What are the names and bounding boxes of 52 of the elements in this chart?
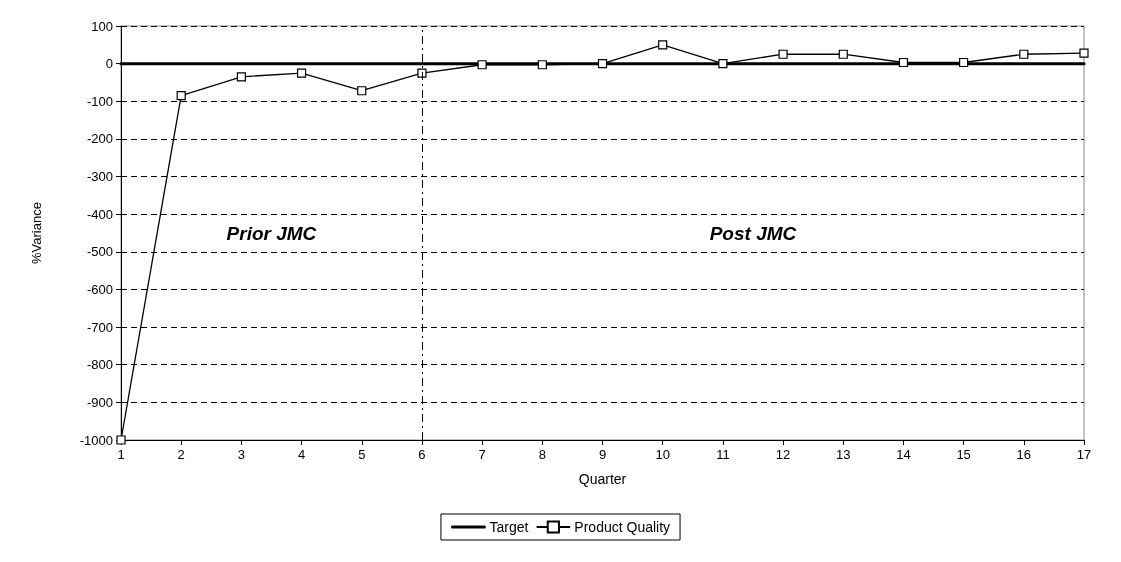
point xyxy=(236,72,246,82)
y-tick-label: -200 xyxy=(86,131,113,147)
x-tick-label: 16 xyxy=(1016,447,1032,462)
y-tick-label: 100 xyxy=(91,18,113,34)
point xyxy=(116,435,126,445)
y-tick-label: -500 xyxy=(86,244,113,260)
y-tick-label: -800 xyxy=(86,357,113,373)
legend-label: Product Quality xyxy=(574,519,671,535)
x-tick-label: 9 xyxy=(598,447,607,462)
annotation: Prior JMC xyxy=(226,222,317,244)
point xyxy=(1079,48,1089,58)
x-tick-label: 14 xyxy=(896,447,911,462)
y-axis-title: %Variance xyxy=(29,202,44,264)
x-tick-label: 4 xyxy=(297,447,306,462)
point xyxy=(838,49,848,59)
x-tick-label: 5 xyxy=(358,447,366,462)
y-tick-label: -900 xyxy=(86,394,113,410)
point xyxy=(176,91,186,101)
point xyxy=(417,68,427,78)
legend-label: Target xyxy=(489,519,529,535)
y-tick-label: -100 xyxy=(86,93,113,109)
point xyxy=(898,57,909,68)
point xyxy=(718,59,728,69)
x-tick-label: 7 xyxy=(478,447,486,462)
y-tick-label: -300 xyxy=(86,169,113,185)
annotation: Post JMC xyxy=(709,222,797,244)
y-tick-label: 0 xyxy=(105,56,113,72)
point xyxy=(296,68,307,78)
x-axis-title: Quarter xyxy=(578,471,627,487)
x-tick-label: 1 xyxy=(117,447,125,462)
x-tick-label: 2 xyxy=(177,447,185,462)
point xyxy=(658,40,668,50)
x-tick-label: 13 xyxy=(836,447,851,462)
point xyxy=(778,49,788,59)
x-tick-label: 17 xyxy=(1076,447,1092,462)
x-tick-label: 3 xyxy=(237,447,245,462)
x-tick-label: 6 xyxy=(418,447,426,462)
point xyxy=(597,59,608,69)
x-tick-label: 10 xyxy=(655,447,670,462)
y-tick-label: -400 xyxy=(86,206,113,222)
point xyxy=(357,86,367,96)
point xyxy=(959,57,969,68)
point xyxy=(537,60,547,70)
x-tick-label: 15 xyxy=(956,447,971,462)
y-tick-label: -700 xyxy=(86,319,113,335)
x-tick-label: 11 xyxy=(716,447,730,462)
point xyxy=(477,60,487,70)
y-tick-label: -600 xyxy=(86,281,113,297)
x-tick-label: 12 xyxy=(775,447,791,462)
x-tick-label: 8 xyxy=(538,447,546,462)
y-tick-label: -1000 xyxy=(79,432,113,448)
point xyxy=(1019,49,1029,59)
